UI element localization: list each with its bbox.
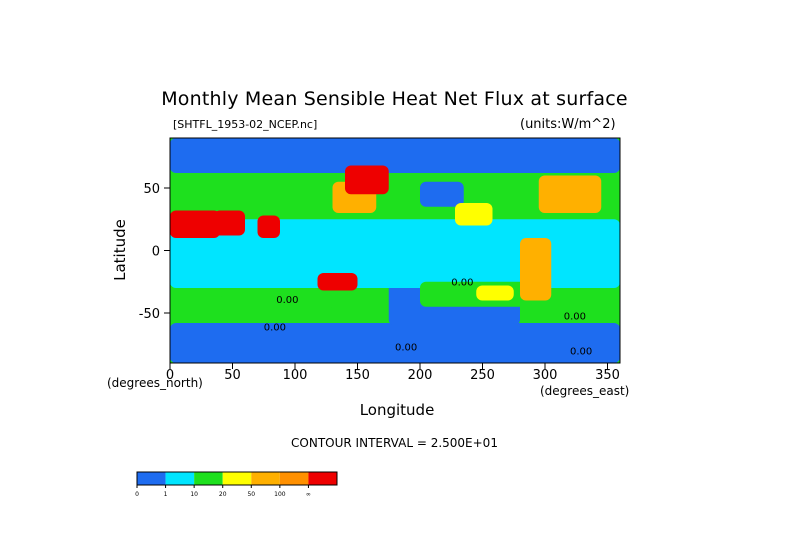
colorbar-swatch — [279, 472, 309, 485]
colorbar-frame — [136, 471, 338, 486]
region-middle-east-red — [213, 210, 245, 236]
x-tick-label: 300 — [533, 368, 558, 383]
colorbar-level-label: 20 — [219, 491, 227, 498]
colorbar-swatch — [137, 472, 166, 485]
region-polar-north — [170, 138, 620, 173]
chart-title: Monthly Mean Sensible Heat Net Flux at s… — [161, 88, 628, 110]
colorbar-level-label: 50 — [247, 491, 255, 498]
colorbar-swatch — [222, 472, 252, 485]
region-tropical-band — [170, 219, 620, 288]
y-tick-label: 0 — [152, 245, 160, 260]
region-americas-orange — [520, 238, 552, 301]
colorbar-swatch — [194, 472, 223, 485]
colorbar-swatch — [165, 472, 195, 485]
y-tick-label: 50 — [143, 182, 160, 197]
colorbar-level-label: 100 — [274, 491, 286, 498]
region-southern-ocean — [170, 323, 620, 363]
region-australia-red — [317, 273, 358, 291]
x-axis-unit: (degrees_east) — [540, 384, 630, 398]
region-india-red — [257, 215, 280, 238]
contour-interval-text: CONTOUR INTERVAL = 2.500E+01 — [291, 436, 498, 450]
x-tick-label: 50 — [224, 368, 241, 383]
region-north-pacific-low — [420, 181, 464, 207]
colorbar-level-label: ∞ — [306, 491, 311, 498]
x-tick-label: 100 — [283, 368, 308, 383]
contour-label: 0.00 — [570, 346, 592, 357]
region-siberia-red — [345, 165, 389, 195]
colorbar-level-label: 0 — [135, 491, 139, 498]
region-sahara-red — [170, 210, 220, 238]
colorbar-swatch — [251, 472, 280, 485]
chart-subtitle-units: (units:W/m^2) — [520, 117, 616, 132]
x-tick-label: 0 — [166, 368, 174, 383]
region-north-atlantic-orange — [538, 175, 602, 213]
region-north-pacific-yellow — [455, 203, 493, 226]
x-tick-label: 250 — [470, 368, 495, 383]
y-axis-unit: (degrees_north) — [107, 376, 203, 390]
colorbar-swatch — [308, 472, 337, 485]
colorbar-level-label: 10 — [190, 491, 198, 498]
x-tick-label: 350 — [595, 368, 620, 383]
y-tick-label: -50 — [139, 307, 160, 322]
x-axis-label: Longitude — [359, 401, 435, 419]
contour-label: 0.00 — [264, 323, 286, 334]
contour-label: 0.00 — [564, 311, 586, 322]
x-tick-label: 150 — [345, 368, 370, 383]
contour-label: 0.00 — [451, 278, 473, 289]
colorbar-level-label: 1 — [164, 491, 168, 498]
region-south-pacific-yellow — [476, 285, 514, 301]
contour-label: 0.00 — [395, 343, 417, 354]
contour-label: 0.00 — [276, 295, 298, 306]
chart-subtitle-file: [SHTFL_1953-02_NCEP.nc] — [173, 118, 318, 131]
x-tick-label: 200 — [408, 368, 433, 383]
region-south-indian-green — [220, 294, 333, 311]
